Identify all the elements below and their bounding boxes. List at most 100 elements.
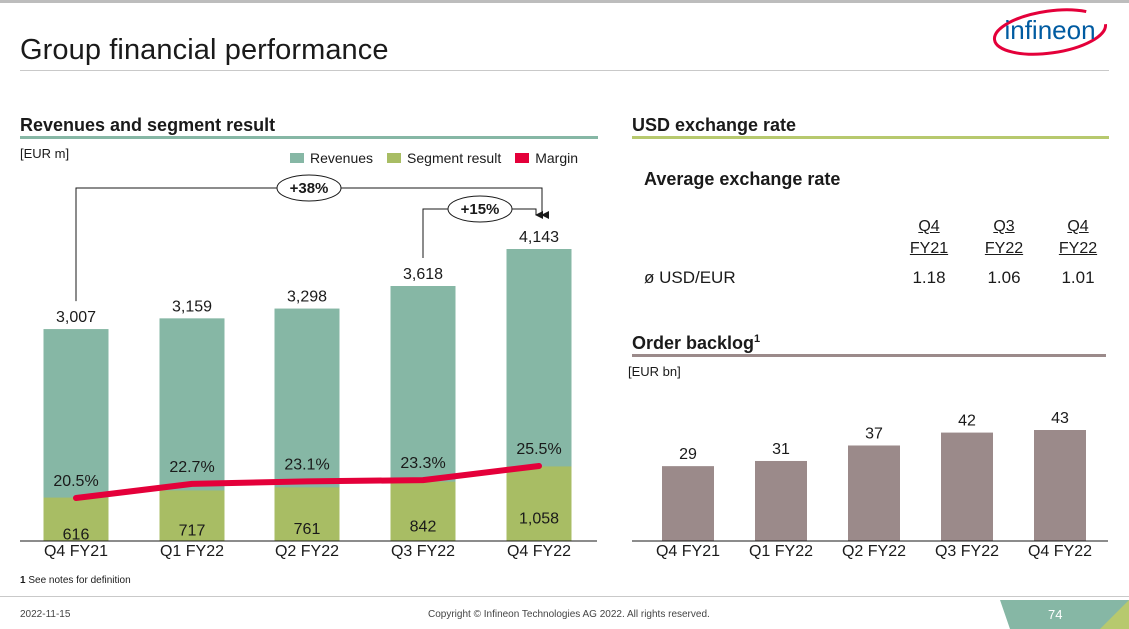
x-tick-label: Q1 FY22 [160, 543, 224, 560]
backlog-value-label: 29 [679, 446, 697, 463]
legend-swatch-margin [515, 153, 530, 163]
fx-col-1-line1: Q4 [918, 218, 940, 235]
revenue-bars [43, 249, 572, 541]
legend-swatch-revenues [290, 153, 304, 163]
backlog-value-label: 31 [772, 441, 790, 458]
segment-result-bar [390, 481, 456, 541]
backlog-x-tick-label: Q2 FY22 [842, 543, 906, 560]
backlog-unit-label: [EUR bn] [628, 364, 681, 379]
fx-section-title: USD exchange rate [632, 115, 797, 135]
footnote: 1 See notes for definition [20, 575, 131, 586]
revenues-unit-label: [EUR m] [20, 146, 70, 161]
revenues-section-rule [20, 136, 598, 139]
fx-col-2-line2: FY22 [984, 240, 1024, 257]
page-number: 74 [1048, 607, 1063, 622]
fx-col-header-1: Q4 FY21 [900, 216, 958, 260]
segment-value-labels: 616 717 761 842 1,058 [63, 511, 559, 544]
backlog-x-tick-label: Q4 FY22 [1028, 543, 1092, 560]
legend-label-margin: Margin [535, 150, 579, 166]
qoq-growth-label: +15% [461, 201, 500, 218]
fx-subtitle: Average exchange rate [644, 169, 841, 189]
x-tick-label: Q4 FY21 [44, 543, 108, 560]
fx-col-3-line2: FY22 [1058, 240, 1098, 257]
segment-result-bar [159, 490, 225, 541]
segment-value-label: 616 [63, 526, 90, 543]
x-tick-label: Q2 FY22 [275, 543, 339, 560]
revenue-bar [274, 308, 340, 541]
segment-value-label: 761 [294, 521, 321, 538]
margin-value-label: 25.5% [516, 441, 561, 458]
segment-result-bar [506, 466, 572, 541]
revenues-x-axis: Q4 FY21 Q1 FY22 Q2 FY22 Q3 FY22 Q4 FY22 [20, 540, 597, 560]
segment-value-label: 842 [410, 518, 437, 535]
qoq-bracket [422, 208, 543, 259]
footer-copyright: Copyright © Infineon Technologies AG 202… [428, 609, 710, 620]
backlog-bar [848, 445, 900, 541]
page-title: Group financial performance [20, 34, 389, 66]
backlog-bars [662, 430, 1086, 541]
yoy-bracket [75, 187, 549, 302]
svg-text:infineon: infineon [1004, 15, 1095, 45]
backlog-x-tick-label: Q3 FY22 [935, 543, 999, 560]
fx-col-header-3: Q4 FY22 [1049, 216, 1107, 260]
revenue-bar [159, 318, 225, 541]
growth-brackets: +38% +15% [75, 174, 549, 302]
margin-value-label: 20.5% [53, 473, 98, 490]
revenue-value-labels: 3,007 3,159 3,298 3,618 4,143 [56, 229, 559, 326]
infineon-logo: infineon [992, 8, 1108, 56]
margin-value-labels: 20.5% 22.7% 23.1% 23.3% 25.5% [53, 441, 561, 490]
x-tick-label: Q3 FY22 [391, 543, 455, 560]
backlog-x-tick-label: Q1 FY22 [749, 543, 813, 560]
margin-value-label: 23.3% [400, 455, 445, 472]
backlog-value-label: 37 [865, 425, 883, 442]
qoq-growth-badge [447, 195, 513, 223]
segment-value-label: 717 [179, 523, 206, 540]
fx-value-3: 1.01 [1061, 268, 1095, 287]
legend-label-revenues: Revenues [310, 150, 374, 166]
backlog-bar [1034, 430, 1086, 541]
revenues-legend: Revenues Segment result Margin [290, 150, 592, 166]
backlog-title-text: Order backlog [632, 333, 755, 353]
yoy-growth-label: +38% [290, 180, 329, 197]
top-border [0, 0, 1129, 3]
backlog-section-rule [632, 354, 1106, 357]
footer-date: 2022-11-15 [20, 609, 71, 620]
fx-col-2-line1: Q3 [993, 218, 1015, 235]
fx-row-label: ø USD/EUR [644, 268, 736, 287]
revenue-bar [506, 249, 572, 541]
x-tick-label: Q4 FY22 [507, 543, 571, 560]
segment-result-bar [274, 487, 340, 541]
segment-result-bar [43, 497, 109, 541]
revenue-value-label: 3,618 [403, 266, 443, 283]
backlog-bar [755, 460, 807, 541]
backlog-value-label: 43 [1051, 410, 1069, 427]
margin-line [73, 463, 542, 501]
title-divider [20, 70, 1109, 71]
legend-label-segment-result: Segment result [407, 150, 502, 166]
revenue-bar [43, 329, 109, 541]
footer-divider [0, 596, 1129, 597]
fx-value-1: 1.18 [912, 268, 946, 287]
segment-result-bars [43, 466, 572, 541]
margin-value-label: 23.1% [284, 456, 329, 473]
backlog-bar [662, 466, 714, 541]
yoy-growth-badge [276, 174, 342, 202]
backlog-section-title: Order backlog1 [632, 333, 760, 354]
revenues-section-title: Revenues and segment result [20, 115, 276, 135]
fx-col-1-line2: FY21 [909, 240, 949, 257]
revenue-value-label: 4,143 [519, 229, 559, 246]
backlog-x-axis: Q4 FY21 Q1 FY22 Q2 FY22 Q3 FY22 Q4 FY22 [632, 540, 1108, 560]
legend-item-margin: Margin [515, 150, 578, 166]
fx-value-2: 1.06 [987, 268, 1021, 287]
footnote-text: See notes for definition [28, 575, 131, 586]
revenue-bar [390, 286, 456, 541]
segment-value-label: 1,058 [519, 511, 559, 528]
fx-section-rule [632, 136, 1109, 139]
margin-value-label: 22.7% [169, 459, 214, 476]
backlog-x-tick-label: Q4 FY21 [656, 543, 720, 560]
page-number-tab [1000, 600, 1129, 629]
revenue-value-label: 3,159 [172, 298, 212, 315]
legend-swatch-segment-result [387, 153, 402, 163]
margin-polyline [73, 463, 542, 501]
